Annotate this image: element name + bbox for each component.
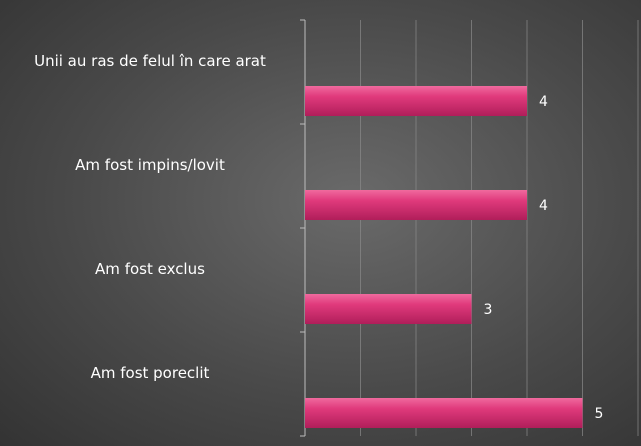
category-label: Am fost poreclit [90, 364, 210, 382]
value-label: 4 [539, 94, 548, 110]
bar [305, 86, 527, 116]
category-label: Am fost exclus [95, 260, 205, 278]
value-label: 5 [595, 406, 604, 422]
category-label: Am fost impins/lovit [75, 156, 225, 174]
bar [305, 190, 527, 220]
value-label: 4 [539, 198, 548, 214]
bar [305, 398, 583, 428]
value-label: 3 [484, 302, 493, 318]
bar [305, 294, 472, 324]
category-label: Unii au ras de felul în care arat [34, 52, 266, 70]
